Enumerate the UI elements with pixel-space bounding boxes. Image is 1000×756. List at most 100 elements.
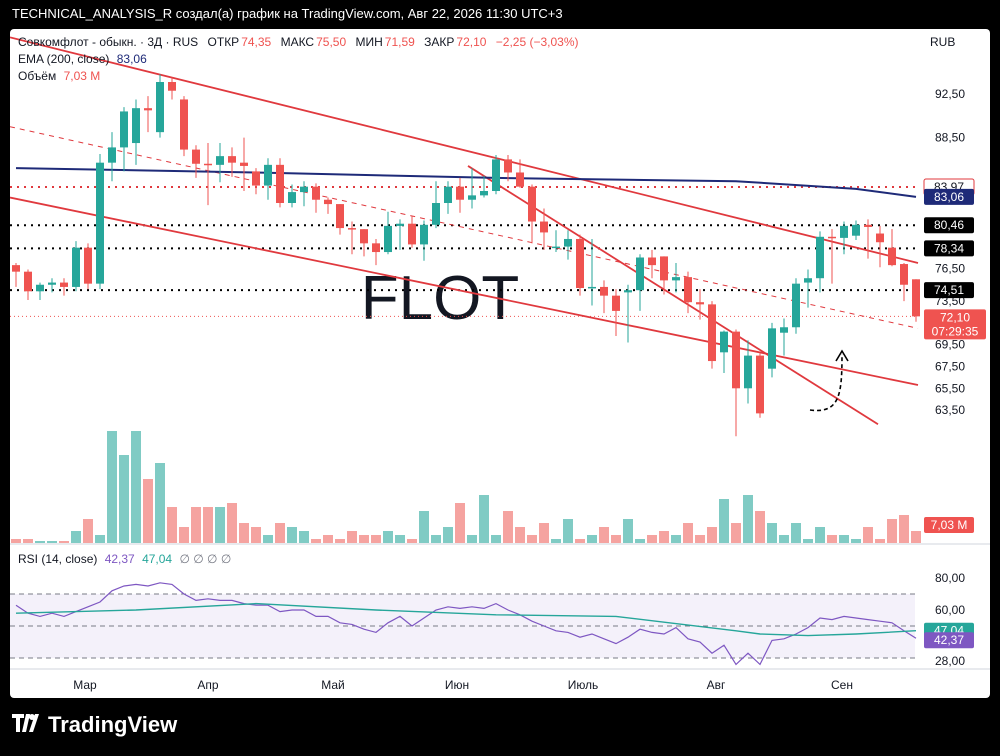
volume-bar xyxy=(359,535,369,543)
candle xyxy=(876,225,884,268)
candle-body xyxy=(144,108,152,111)
candle xyxy=(156,74,164,138)
candle xyxy=(456,177,464,213)
volume-bar xyxy=(47,541,57,543)
candle xyxy=(756,353,764,418)
candle xyxy=(324,197,332,214)
time-tick-label: Авг xyxy=(707,678,726,692)
symbol-name: Совкомфлот - обыкн. · 3Д · RUS xyxy=(18,35,199,49)
time-tick-label: Апр xyxy=(197,678,219,692)
high-label: МАКС xyxy=(280,35,315,49)
candle xyxy=(264,158,272,200)
candle-body xyxy=(396,223,404,226)
candle-body xyxy=(588,286,596,289)
candle-body xyxy=(84,247,92,284)
volume-bar xyxy=(299,531,309,543)
candle xyxy=(864,219,872,259)
candle-body xyxy=(612,295,620,311)
candle-body xyxy=(636,257,644,291)
volume-value: 7,03 M xyxy=(63,69,101,83)
rsi-ma-line xyxy=(15,602,917,637)
candle xyxy=(516,159,524,188)
rsi-line xyxy=(15,582,917,666)
volume-bar xyxy=(371,535,381,543)
candle-body xyxy=(360,229,368,244)
candle-body xyxy=(768,328,776,369)
candle xyxy=(684,271,692,314)
candle-body xyxy=(828,236,836,239)
chart-panel[interactable]: FLOT 92,50 88,50 76,50 73,50 69,50 67,50 65,50 6… xyxy=(10,29,990,698)
trend-line-upper xyxy=(10,36,919,264)
volume-bar xyxy=(251,527,261,543)
chart-canvas[interactable]: FLOT92,5088,5076,5073,5069,5067,5065,506… xyxy=(10,29,990,698)
volume-bar xyxy=(719,499,729,543)
candle xyxy=(348,221,356,255)
candle-body xyxy=(888,247,896,266)
candle-body xyxy=(504,159,512,173)
candle xyxy=(840,221,848,255)
volume-bar xyxy=(227,503,237,543)
volume-bar xyxy=(119,455,129,543)
candle-body xyxy=(816,236,824,279)
volume-bar xyxy=(131,431,141,543)
candle xyxy=(384,211,392,255)
candle xyxy=(396,219,404,250)
volume-bar xyxy=(203,507,213,543)
low-value: 71,59 xyxy=(384,35,415,49)
rsi-tick-label: 80,00 xyxy=(935,571,965,585)
candle-body xyxy=(468,195,476,200)
close-value: 72,10 xyxy=(456,35,487,49)
candle-body xyxy=(552,246,560,249)
candle-body xyxy=(96,162,104,284)
volume-bar xyxy=(671,535,681,543)
candle-body xyxy=(108,147,116,163)
candle-body xyxy=(180,99,188,150)
volume-bar xyxy=(335,539,345,543)
ema-price-tag-label: 83,06 xyxy=(934,190,964,204)
candle xyxy=(612,289,620,336)
level-price-tag xyxy=(924,240,974,257)
candle-body xyxy=(168,82,176,91)
volume-bar xyxy=(239,523,249,543)
volume-bar xyxy=(95,535,105,543)
high-value: 75,50 xyxy=(316,35,347,49)
candle xyxy=(132,99,140,165)
candle-body xyxy=(864,224,872,227)
volume-bar xyxy=(767,523,777,543)
volume-label: Объём xyxy=(18,69,57,83)
candle xyxy=(564,230,572,260)
candle xyxy=(372,238,380,266)
candle-body xyxy=(840,225,848,238)
candle xyxy=(852,220,860,241)
price-tick-label: 92,50 xyxy=(935,87,965,101)
volume-bar xyxy=(383,531,393,543)
rsi-extra: ∅ ∅ ∅ ∅ xyxy=(179,552,232,566)
candle-body xyxy=(276,164,284,203)
volume-bar xyxy=(191,507,201,543)
level-price-tag-label: 78,34 xyxy=(934,241,964,255)
projection-arrow-head xyxy=(835,349,849,362)
close-label: ЗАКР xyxy=(424,35,455,49)
volume-bar xyxy=(563,519,573,543)
currency-label[interactable]: RUB xyxy=(930,35,956,49)
candle xyxy=(780,318,788,356)
volume-bar xyxy=(815,527,825,543)
candle-body xyxy=(372,243,380,253)
chart-caption: TECHNICAL_ANALYSIS_R создал(а) график на… xyxy=(12,6,563,21)
volume-bar xyxy=(263,535,273,543)
candle xyxy=(816,231,824,293)
candle xyxy=(588,238,596,306)
volume-bar xyxy=(839,535,849,543)
ema-price-tag xyxy=(924,188,974,205)
volume-bar xyxy=(899,515,909,543)
candle xyxy=(528,184,536,244)
candle xyxy=(576,234,584,296)
candle-body xyxy=(312,186,320,200)
candle-body xyxy=(696,302,704,305)
candle-body xyxy=(660,256,668,281)
candle xyxy=(72,241,80,292)
tradingview-logo[interactable]: TradingView xyxy=(12,712,177,738)
candle-body xyxy=(288,192,296,203)
open-label: ОТКР xyxy=(207,35,240,49)
candle xyxy=(96,153,104,290)
